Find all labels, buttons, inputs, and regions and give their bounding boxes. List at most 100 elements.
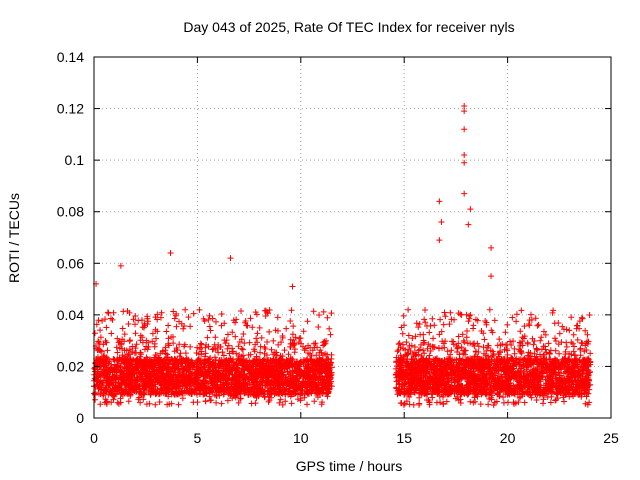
- data-point: [501, 346, 508, 353]
- data-point: [563, 359, 570, 366]
- data-point: [123, 389, 130, 396]
- data-point: [474, 361, 481, 368]
- data-point: [255, 369, 262, 376]
- data-point: [243, 322, 250, 329]
- data-point: [105, 310, 112, 317]
- data-point: [109, 316, 116, 323]
- data-point: [187, 377, 194, 384]
- data-point: [247, 351, 254, 358]
- data-point: [313, 359, 320, 366]
- data-point: [172, 372, 179, 379]
- data-point: [424, 365, 431, 372]
- data-point: [270, 357, 277, 364]
- data-point: [162, 390, 169, 397]
- data-point: [584, 331, 591, 338]
- data-point: [99, 357, 106, 364]
- data-point: [131, 321, 138, 328]
- data-point: [224, 376, 231, 383]
- data-point: [167, 372, 174, 379]
- data-point: [252, 366, 259, 373]
- data-point: [177, 350, 184, 357]
- data-point: [446, 321, 453, 328]
- data-point: [278, 378, 285, 385]
- data-point: [203, 341, 210, 348]
- data-point: [209, 315, 216, 322]
- data-point: [531, 359, 538, 366]
- data-point: [283, 325, 290, 332]
- data-point: [251, 392, 258, 399]
- data-point: [97, 347, 104, 354]
- data-points: [91, 102, 594, 409]
- data-point: [293, 385, 300, 392]
- data-point: [137, 391, 144, 398]
- data-point: [328, 355, 335, 362]
- data-point: [126, 309, 133, 316]
- data-point: [119, 325, 126, 332]
- data-point: [190, 399, 197, 406]
- data-point: [202, 350, 209, 357]
- data-point: [238, 336, 245, 343]
- data-point: [110, 385, 117, 392]
- data-point: [403, 339, 410, 346]
- data-point: [521, 399, 528, 406]
- data-point: [321, 341, 328, 348]
- data-point: [95, 338, 102, 345]
- data-point: [273, 381, 280, 388]
- data-point: [323, 390, 330, 397]
- data-point: [455, 378, 462, 385]
- data-point: [524, 386, 531, 393]
- data-point: [431, 322, 438, 329]
- data-point: [318, 349, 325, 356]
- data-point: [220, 381, 227, 388]
- data-point: [268, 362, 275, 369]
- data-point: [215, 342, 222, 349]
- data-point: [202, 344, 209, 351]
- data-point: [122, 380, 129, 387]
- data-point: [108, 330, 115, 337]
- data-point: [95, 378, 102, 385]
- data-point: [249, 324, 256, 331]
- data-point: [165, 342, 172, 349]
- data-point: [230, 383, 237, 390]
- data-point: [175, 367, 182, 374]
- data-point: [162, 344, 169, 351]
- data-point: [237, 307, 244, 314]
- data-point: [168, 368, 175, 375]
- data-point: [513, 311, 520, 318]
- data-point: [235, 385, 242, 392]
- data-point: [305, 342, 312, 349]
- data-point: [251, 348, 258, 355]
- data-point: [163, 377, 170, 384]
- data-point: [269, 368, 276, 375]
- data-point: [415, 324, 422, 331]
- data-point: [188, 389, 195, 396]
- data-point: [185, 314, 192, 321]
- data-point: [230, 317, 237, 324]
- data-point: [182, 350, 189, 357]
- data-point: [157, 314, 164, 321]
- data-point: [534, 322, 541, 329]
- data-point: [581, 348, 588, 355]
- data-point: [145, 388, 152, 395]
- data-point: [215, 385, 222, 392]
- data-point: [311, 398, 318, 405]
- data-point: [298, 387, 305, 394]
- data-point: [115, 339, 122, 346]
- data-point: [322, 360, 329, 367]
- data-point: [279, 401, 286, 408]
- data-point: [183, 381, 190, 388]
- data-point: [229, 329, 236, 336]
- data-point: [165, 387, 172, 394]
- data-point: [138, 317, 145, 324]
- data-point: [284, 358, 291, 365]
- data-point: [295, 362, 302, 369]
- data-point: [505, 399, 512, 406]
- data-point: [550, 307, 557, 314]
- data-point: [276, 399, 283, 406]
- data-point: [222, 366, 229, 373]
- data-point: [310, 308, 317, 315]
- data-point: [238, 345, 245, 352]
- data-point: [575, 382, 582, 389]
- data-point: [447, 309, 454, 316]
